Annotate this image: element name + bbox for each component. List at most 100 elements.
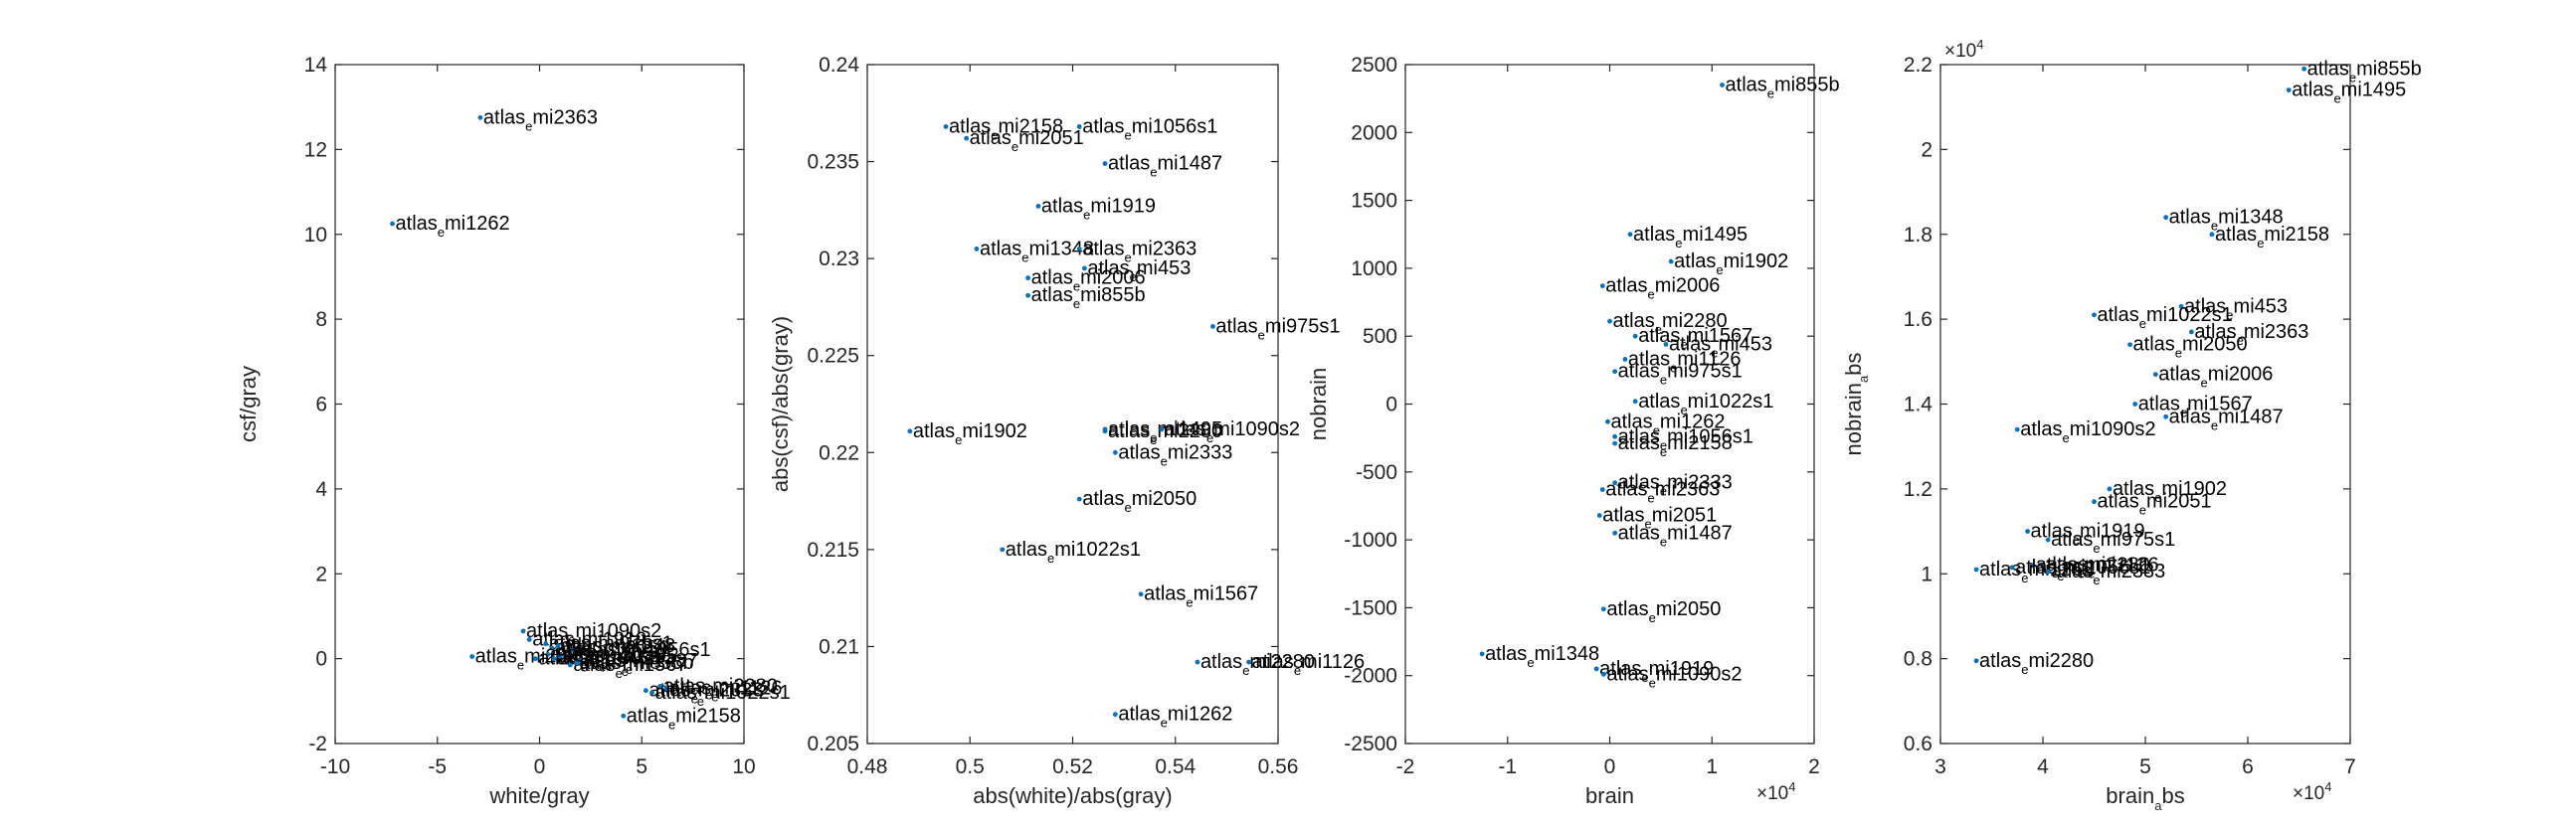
data-point: atlasemi1487 [1612, 522, 1733, 549]
data-point: atlasemi1495 [1627, 224, 1748, 250]
data-point: atlasemi1262 [390, 213, 510, 240]
y-tick-label: 0.225 [807, 345, 859, 368]
point-label: atlasemi2280 [1979, 650, 2094, 677]
y-tick-label: 0.24 [819, 54, 859, 77]
y-tick-label: 0.21 [819, 635, 859, 658]
data-point: atlasemi2051 [549, 637, 669, 664]
point-label: atlasemi2363 [2194, 321, 2308, 348]
point-marker [2152, 372, 2158, 378]
data-point: atlasemi2333 [2045, 561, 2165, 587]
point-marker [557, 654, 563, 659]
point-marker [1605, 418, 1610, 424]
y-tick-label: 2500 [1351, 54, 1397, 77]
y-tick-label: 500 [1363, 325, 1397, 348]
y-axis-label: abs(csf)/abs(gray) [768, 316, 793, 492]
x-tick-label: 0.48 [847, 755, 888, 778]
data-point: atlasemi453 [1081, 257, 1191, 284]
y-axis-label: csf/gray [236, 366, 261, 442]
point-marker [532, 656, 538, 662]
point-label: atlasemi2051 [1602, 505, 1717, 532]
y-tick-label: 4 [315, 478, 327, 501]
point-label: atlasemi2158 [627, 705, 741, 732]
data-point: atlasemi2158 [621, 705, 741, 732]
y-tick-label: 0 [1385, 394, 1397, 416]
point-marker [2045, 537, 2051, 543]
point-marker [543, 641, 549, 647]
point-marker [964, 135, 970, 141]
point-label: atlasemi2051 [2098, 491, 2212, 518]
point-label: atlasemi1056s1 [1082, 115, 1217, 142]
point-marker [2107, 486, 2113, 492]
point-marker [643, 688, 648, 694]
point-marker [1632, 399, 1638, 405]
data-point: atlasemi453 [1663, 333, 1772, 360]
x-tick-label: 0.56 [1258, 755, 1299, 778]
data-point: atlasemi1126 [1246, 651, 1365, 678]
y-tick-label: 6 [315, 394, 327, 416]
y-tick-label: 1.2 [1904, 478, 1932, 501]
point-label: atlasemi2006 [1031, 267, 1146, 294]
x-tick-label: -5 [428, 755, 447, 778]
data-point: atlasemi1022s1 [2092, 304, 2233, 331]
data-point: atlasemi2158 [1612, 432, 1733, 459]
point-label: atlasemi1495 [1633, 224, 1748, 250]
data-point: atlasemi2280 [1102, 420, 1222, 447]
point-marker [907, 428, 913, 434]
x-axis-label: brain [1585, 783, 1634, 808]
data-point: atlasemi2051 [964, 127, 1084, 154]
scatter-panel-2: 0.48 0.5 0.52 0.54 0.56 0.205 0.21 0.215 0.22 0.2… [768, 54, 1365, 808]
x-tick-label: 0.52 [1052, 755, 1093, 778]
point-marker [1973, 567, 1979, 573]
data-point: atlasemi1262 [1973, 559, 2094, 585]
x-tick-label: 2 [1808, 755, 1820, 778]
point-label: atlasemi975s1 [1215, 315, 1340, 342]
data-point: atlasemi1022s1 [649, 682, 791, 709]
point-marker [555, 643, 561, 649]
data-point: atlasemi1495 [1102, 418, 1222, 445]
point-marker [1612, 530, 1618, 536]
point-label: atlasemi2050 [2133, 334, 2248, 361]
point-marker [1112, 449, 1118, 455]
point-label: atlasemi975s1 [549, 633, 673, 660]
point-label: atlasemi1567 [2138, 394, 2253, 420]
data-point: atlasemi1567 [2132, 394, 2253, 420]
point-marker [1599, 283, 1605, 289]
point-marker [578, 658, 583, 664]
data-point: atlasemi453 [551, 648, 660, 675]
point-marker [1076, 124, 1082, 129]
data-point: atlasemi1495 [557, 645, 677, 672]
y-tick-label: 1500 [1351, 190, 1397, 213]
point-marker [551, 656, 557, 662]
point-label: atlasemi2050 [1606, 598, 1721, 625]
x-tick-label: 1 [1706, 755, 1718, 778]
point-label: atlasemi1126 [669, 678, 783, 705]
point-label: atlasemi2006 [1605, 275, 1720, 302]
data-point: atlasemi2280 [1195, 651, 1315, 678]
point-marker [2127, 342, 2132, 348]
y-tick-label: 0.205 [807, 733, 859, 755]
data-point: atlasemi1487 [2163, 406, 2284, 432]
point-label: atlasemi1487 [2169, 406, 2284, 432]
point-label: atlasemi1090s2 [2020, 418, 2155, 445]
point-marker [1076, 246, 1082, 251]
data-point: atlasemi855b [1025, 284, 1146, 311]
point-label: atlasemi1495 [563, 645, 677, 672]
x-tick-label: -2 [1396, 755, 1415, 778]
data-point: atlasemi1919 [526, 628, 646, 655]
point-label: atlasemi1567 [1144, 583, 1258, 610]
point-label: atlasemi855b [1726, 74, 1840, 100]
data-point: atlasemi1126 [2040, 555, 2159, 581]
point-label: atlasemi975s1 [1618, 361, 1743, 388]
y-tick-label: -2000 [1344, 665, 1397, 688]
point-marker [1479, 651, 1485, 657]
data-point: atlasemi1567 [1632, 325, 1752, 352]
point-label: atlasemi1022s1 [1006, 539, 1141, 566]
point-marker [943, 124, 949, 129]
data-point: atlasemi1126 [663, 678, 783, 705]
data-point: atlasemi1056s1 [1076, 115, 1217, 142]
point-label: atlasemi855b [579, 652, 693, 679]
x-tick-label: 10 [732, 755, 755, 778]
y-tick-label: 1 [1921, 563, 1932, 585]
point-marker [1210, 324, 1215, 329]
